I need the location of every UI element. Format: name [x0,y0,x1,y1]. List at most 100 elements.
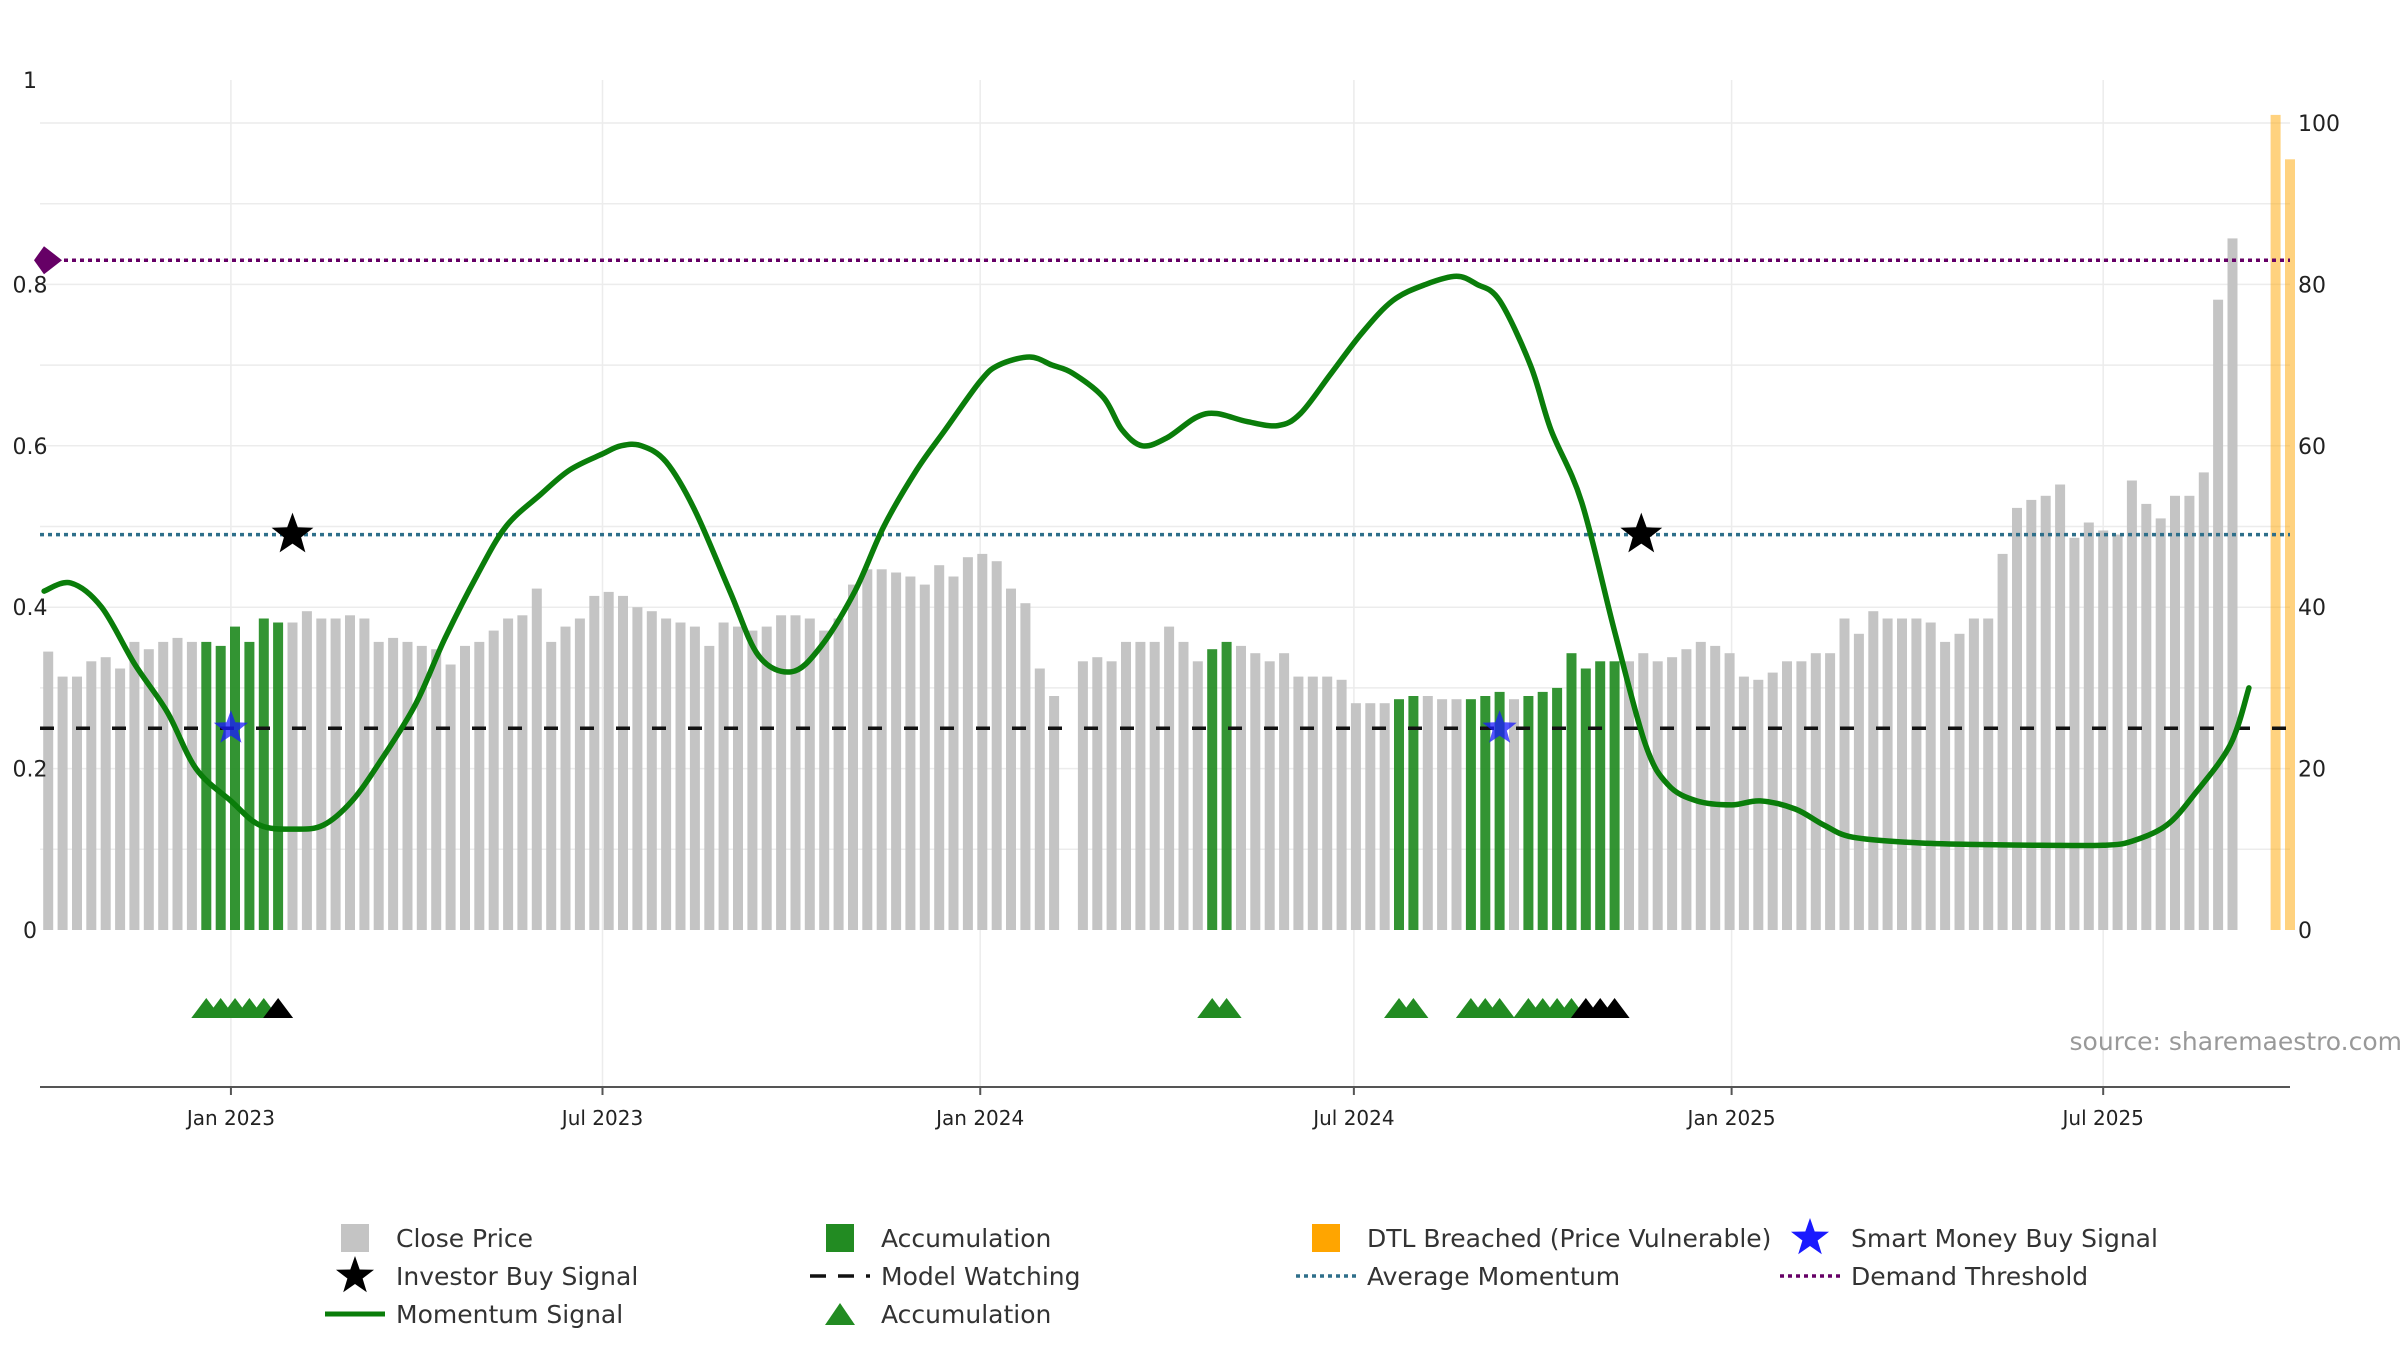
legend-label: Accumulation [881,1300,1051,1329]
legend-label: Investor Buy Signal [396,1262,638,1291]
close-price-bar [402,641,413,930]
close-price-bar [100,657,111,930]
left-tick-label: 0.4 [13,596,48,621]
legend-item: Demand Threshold [1780,1262,2088,1291]
right-tick-label: 0 [2298,919,2312,944]
close-price-bar [301,611,312,930]
close-price-bar [589,595,600,930]
accumulation-bar [1537,691,1548,930]
close-price-bar [546,641,557,930]
accumulation-bar [1480,696,1491,930]
close-price-bar [1149,641,1160,930]
close-price-bar [862,569,873,930]
accumulation-bar [1494,691,1505,930]
x-tick-label: Jan 2024 [934,1106,1024,1130]
close-price-bar [2213,299,2224,930]
close-price-bar [632,607,643,930]
close-price-bar [1365,703,1376,930]
close-price-bar [704,645,715,930]
close-price-bar [1667,657,1678,930]
close-price-bar [1968,618,1979,930]
legend-label: DTL Breached (Price Vulnerable) [1367,1224,1771,1253]
close-price-bar [1652,661,1663,930]
accumulation-bar [1408,696,1419,930]
source-note: source: sharemaestro.com [2070,1027,2400,1056]
legend-item: Investor Buy Signal [336,1256,638,1293]
demand-threshold-marker [34,246,62,275]
close-price-bar [1236,645,1246,930]
black-triangle [263,998,294,1018]
close-price-bar [158,641,169,930]
close-price-bar [790,615,801,930]
close-price-bar [919,584,930,930]
close-price-bar [977,553,988,930]
dtl-swatch [1312,1224,1340,1252]
accumulation-bar [273,622,284,930]
close-price-bar [905,576,916,930]
close-price-bar [388,637,399,930]
close-price-bar [1451,699,1462,930]
legend-item: Close Price [341,1224,533,1253]
close-price-bar [948,576,959,930]
close-price-bar [2126,480,2137,930]
legend-label: Model Watching [881,1262,1081,1291]
close-price-bar [1624,661,1634,930]
close-price-bar [991,561,1002,930]
close-price-bar [1853,633,1864,930]
close-price-bar [186,641,197,930]
close-price-bar [1681,649,1692,930]
accumulation-bar [1465,699,1476,930]
close-price-bar [1882,618,1893,930]
close-price-bar [1279,653,1290,930]
close-price-bar [1264,661,1275,930]
close-price-bar [1509,699,1519,930]
close-price-bar [431,649,442,930]
accumulation-bar [1394,699,1404,930]
legend-item: Accumulation [826,1224,1051,1253]
close-price-bar [517,615,528,930]
close-price-bar [1753,679,1764,930]
accumulation-bar [215,645,226,930]
legend-label: Accumulation [881,1224,1051,1253]
accumulation-bar [1221,641,1232,930]
x-tick-label: Jan 2025 [1686,1106,1776,1130]
close-price-bar [359,618,370,930]
right-tick-label: 20 [2298,758,2326,783]
close-price-bar [1925,622,1936,930]
close-price-bar [1437,699,1448,930]
close-price-bar [1336,679,1347,930]
close-price-swatch [341,1224,369,1252]
close-price-bar [574,618,585,930]
close-price-bar [1192,661,1203,930]
close-price-bar [445,664,456,930]
close-price-bar [2112,534,2123,930]
close-price-bar [848,584,858,930]
accumulation-triangle [1398,998,1429,1018]
close-price-bar [1825,653,1836,930]
close-price-bar [1178,641,1189,930]
investor-star-icon [336,1256,374,1293]
close-price-bar [1839,618,1850,930]
left-tick-label: 0.2 [13,758,48,783]
signal-markers [213,512,1663,743]
accumulation-bar [244,641,255,930]
close-price-bar [488,630,499,930]
close-price-bar [761,626,772,930]
right-tick-label: 40 [2298,596,2326,621]
close-price-bar [1077,661,1088,930]
close-price-bar [1135,641,1146,930]
close-price-bar [2040,495,2051,930]
accumulation-triangle [1211,998,1242,1018]
close-price-bar [1695,641,1706,930]
close-price-bar [460,645,470,930]
close-price-bar [1034,668,1045,930]
close-price-bar [2227,238,2238,930]
close-price-bar [646,611,657,930]
legend-label: Close Price [396,1224,533,1253]
momentum-series [41,273,2252,849]
close-price-bar [2170,495,2180,930]
close-price-bar [1940,641,1951,930]
close-price-bar [2012,507,2022,930]
close-price-bar [72,676,82,930]
